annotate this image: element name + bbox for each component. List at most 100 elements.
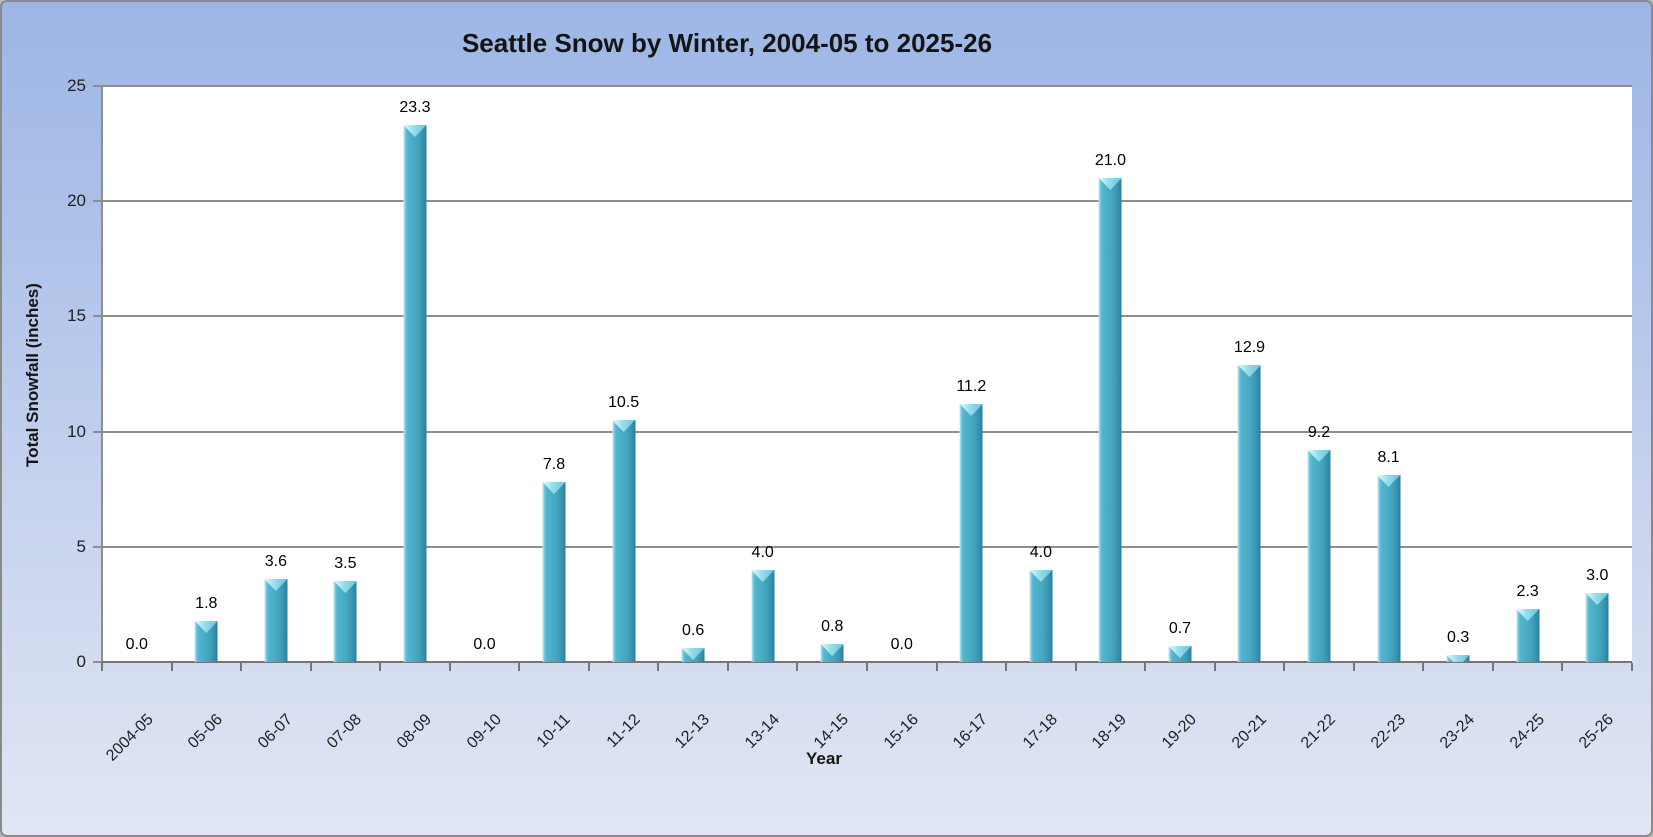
y-axis-tick <box>93 315 102 318</box>
bar-data-label: 4.0 <box>1029 544 1052 561</box>
x-axis-tick <box>1213 663 1216 671</box>
bar-data-label: 2.3 <box>1516 583 1539 600</box>
gridline <box>102 85 1632 87</box>
y-tick-label: 10 <box>67 421 86 441</box>
x-tick-label: 24-25 <box>1506 711 1548 752</box>
bar <box>403 125 427 662</box>
x-axis-tick <box>1144 663 1147 671</box>
bar-data-label: 0.3 <box>1447 629 1470 646</box>
bar-data-label: 23.3 <box>399 99 431 116</box>
x-tick-label: 16-17 <box>950 711 992 752</box>
y-axis-line <box>101 86 103 662</box>
x-tick-label: 11-12 <box>603 711 644 752</box>
y-axis-tick <box>93 661 102 663</box>
x-axis-tick <box>1491 663 1494 671</box>
x-axis-tick <box>1352 663 1355 671</box>
x-tick-label: 14-15 <box>811 711 853 752</box>
x-axis-tick <box>726 663 729 671</box>
y-tick-label: 15 <box>67 306 86 326</box>
bar <box>1446 655 1470 662</box>
bar <box>959 404 983 662</box>
y-tick-label: 0 <box>76 652 86 671</box>
bar <box>751 570 775 662</box>
bar-data-label: 3.6 <box>264 553 287 570</box>
bar-data-label: 0.8 <box>821 618 844 635</box>
y-tick-label: 20 <box>67 191 86 211</box>
chart-title: Seattle Snow by Winter, 2004-05 to 2025-… <box>461 28 993 58</box>
bar-slot: 8.1 <box>1354 86 1424 662</box>
bar <box>542 482 566 662</box>
bar <box>1168 646 1192 662</box>
x-tick-label: 05-06 <box>185 711 227 752</box>
bar-data-label: 12.9 <box>1233 339 1266 356</box>
x-tick-label: 17-18 <box>1019 711 1061 752</box>
x-axis-tick <box>1422 663 1425 671</box>
gridline <box>102 200 1632 203</box>
bar-slot: 0.0 <box>102 86 172 662</box>
x-tick-label: 21-22 <box>1298 711 1340 752</box>
x-axis-tick <box>1631 663 1633 671</box>
y-axis-tick <box>93 430 102 433</box>
bar-data-label: 10.5 <box>608 394 640 411</box>
bar-slot: 9.2 <box>1284 86 1354 662</box>
bar-data-label: 4.0 <box>751 544 774 561</box>
bar-slot: 0.0 <box>867 86 937 662</box>
bar-slot: 2.3 <box>1493 86 1563 662</box>
x-tick-label: 06-07 <box>254 711 296 752</box>
x-tick-label: 09-10 <box>463 711 505 752</box>
bar-data-label: 21.0 <box>1094 152 1126 169</box>
bar-slot: 0.7 <box>1145 86 1215 662</box>
bar <box>612 420 636 662</box>
bar-slot: 21.0 <box>1076 86 1146 662</box>
bar-data-label: 7.8 <box>542 456 566 473</box>
bar-slot: 4.0 <box>728 86 798 662</box>
gridline <box>102 545 1632 548</box>
bar-data-label: 0.7 <box>1168 620 1192 637</box>
bar-data-label: 11.2 <box>956 378 987 395</box>
gridline <box>102 430 1632 433</box>
bar <box>820 644 844 662</box>
bar-slot: 12.9 <box>1215 86 1285 662</box>
y-tick-label: 25 <box>67 76 86 95</box>
x-axis-tick <box>1561 663 1564 671</box>
x-tick-label: 23-24 <box>1437 711 1479 752</box>
x-axis-tick <box>657 663 660 671</box>
bar-slot: 3.0 <box>1562 86 1632 662</box>
bar-data-label: 3.0 <box>1586 567 1609 584</box>
bar-data-label: 0.0 <box>473 636 496 653</box>
bar-slot: 23.3 <box>380 86 450 662</box>
x-axis-tick <box>866 663 868 671</box>
x-axis-tick <box>587 663 590 671</box>
gridline <box>102 315 1632 318</box>
x-tick-label: 07-08 <box>324 711 366 752</box>
x-axis-tick <box>1283 663 1286 671</box>
bar-data-label: 3.5 <box>334 555 357 572</box>
y-axis-tick <box>93 200 102 203</box>
bar-slot: 0.8 <box>797 86 867 662</box>
x-axis-tick <box>448 663 451 671</box>
y-axis-tick <box>93 85 102 87</box>
bar-slot: 7.8 <box>519 86 589 662</box>
bar-slot: 11.2 <box>937 86 1007 662</box>
bar-data-label: 9.2 <box>1307 424 1331 441</box>
bar-slot: 0.0 <box>450 86 520 662</box>
bar <box>1237 365 1261 662</box>
x-tick-label: 12-13 <box>672 711 714 752</box>
x-axis-title: Year <box>806 749 842 768</box>
bar <box>1029 570 1053 662</box>
bar <box>264 579 288 662</box>
x-axis-tick <box>518 663 521 671</box>
x-tick-label: 22-23 <box>1367 711 1409 752</box>
bar-data-label: 8.1 <box>1377 449 1400 466</box>
x-tick-label: 19-20 <box>1159 711 1200 752</box>
x-tick-label: 20-21 <box>1228 711 1270 752</box>
bar <box>1307 450 1331 662</box>
x-axis-tick <box>309 663 312 671</box>
bar-slot: 0.6 <box>658 86 728 662</box>
x-axis-tick <box>101 663 103 671</box>
plot-area: 0 5 10 15 20 25 0.0 1.8 3.6 3.5 23.3 0.0 7.8 10.5 0.6 4… <box>67 76 1633 765</box>
bar-data-label: 0.6 <box>682 622 705 639</box>
x-tick-label: 13-14 <box>741 711 783 752</box>
bar <box>194 621 218 662</box>
